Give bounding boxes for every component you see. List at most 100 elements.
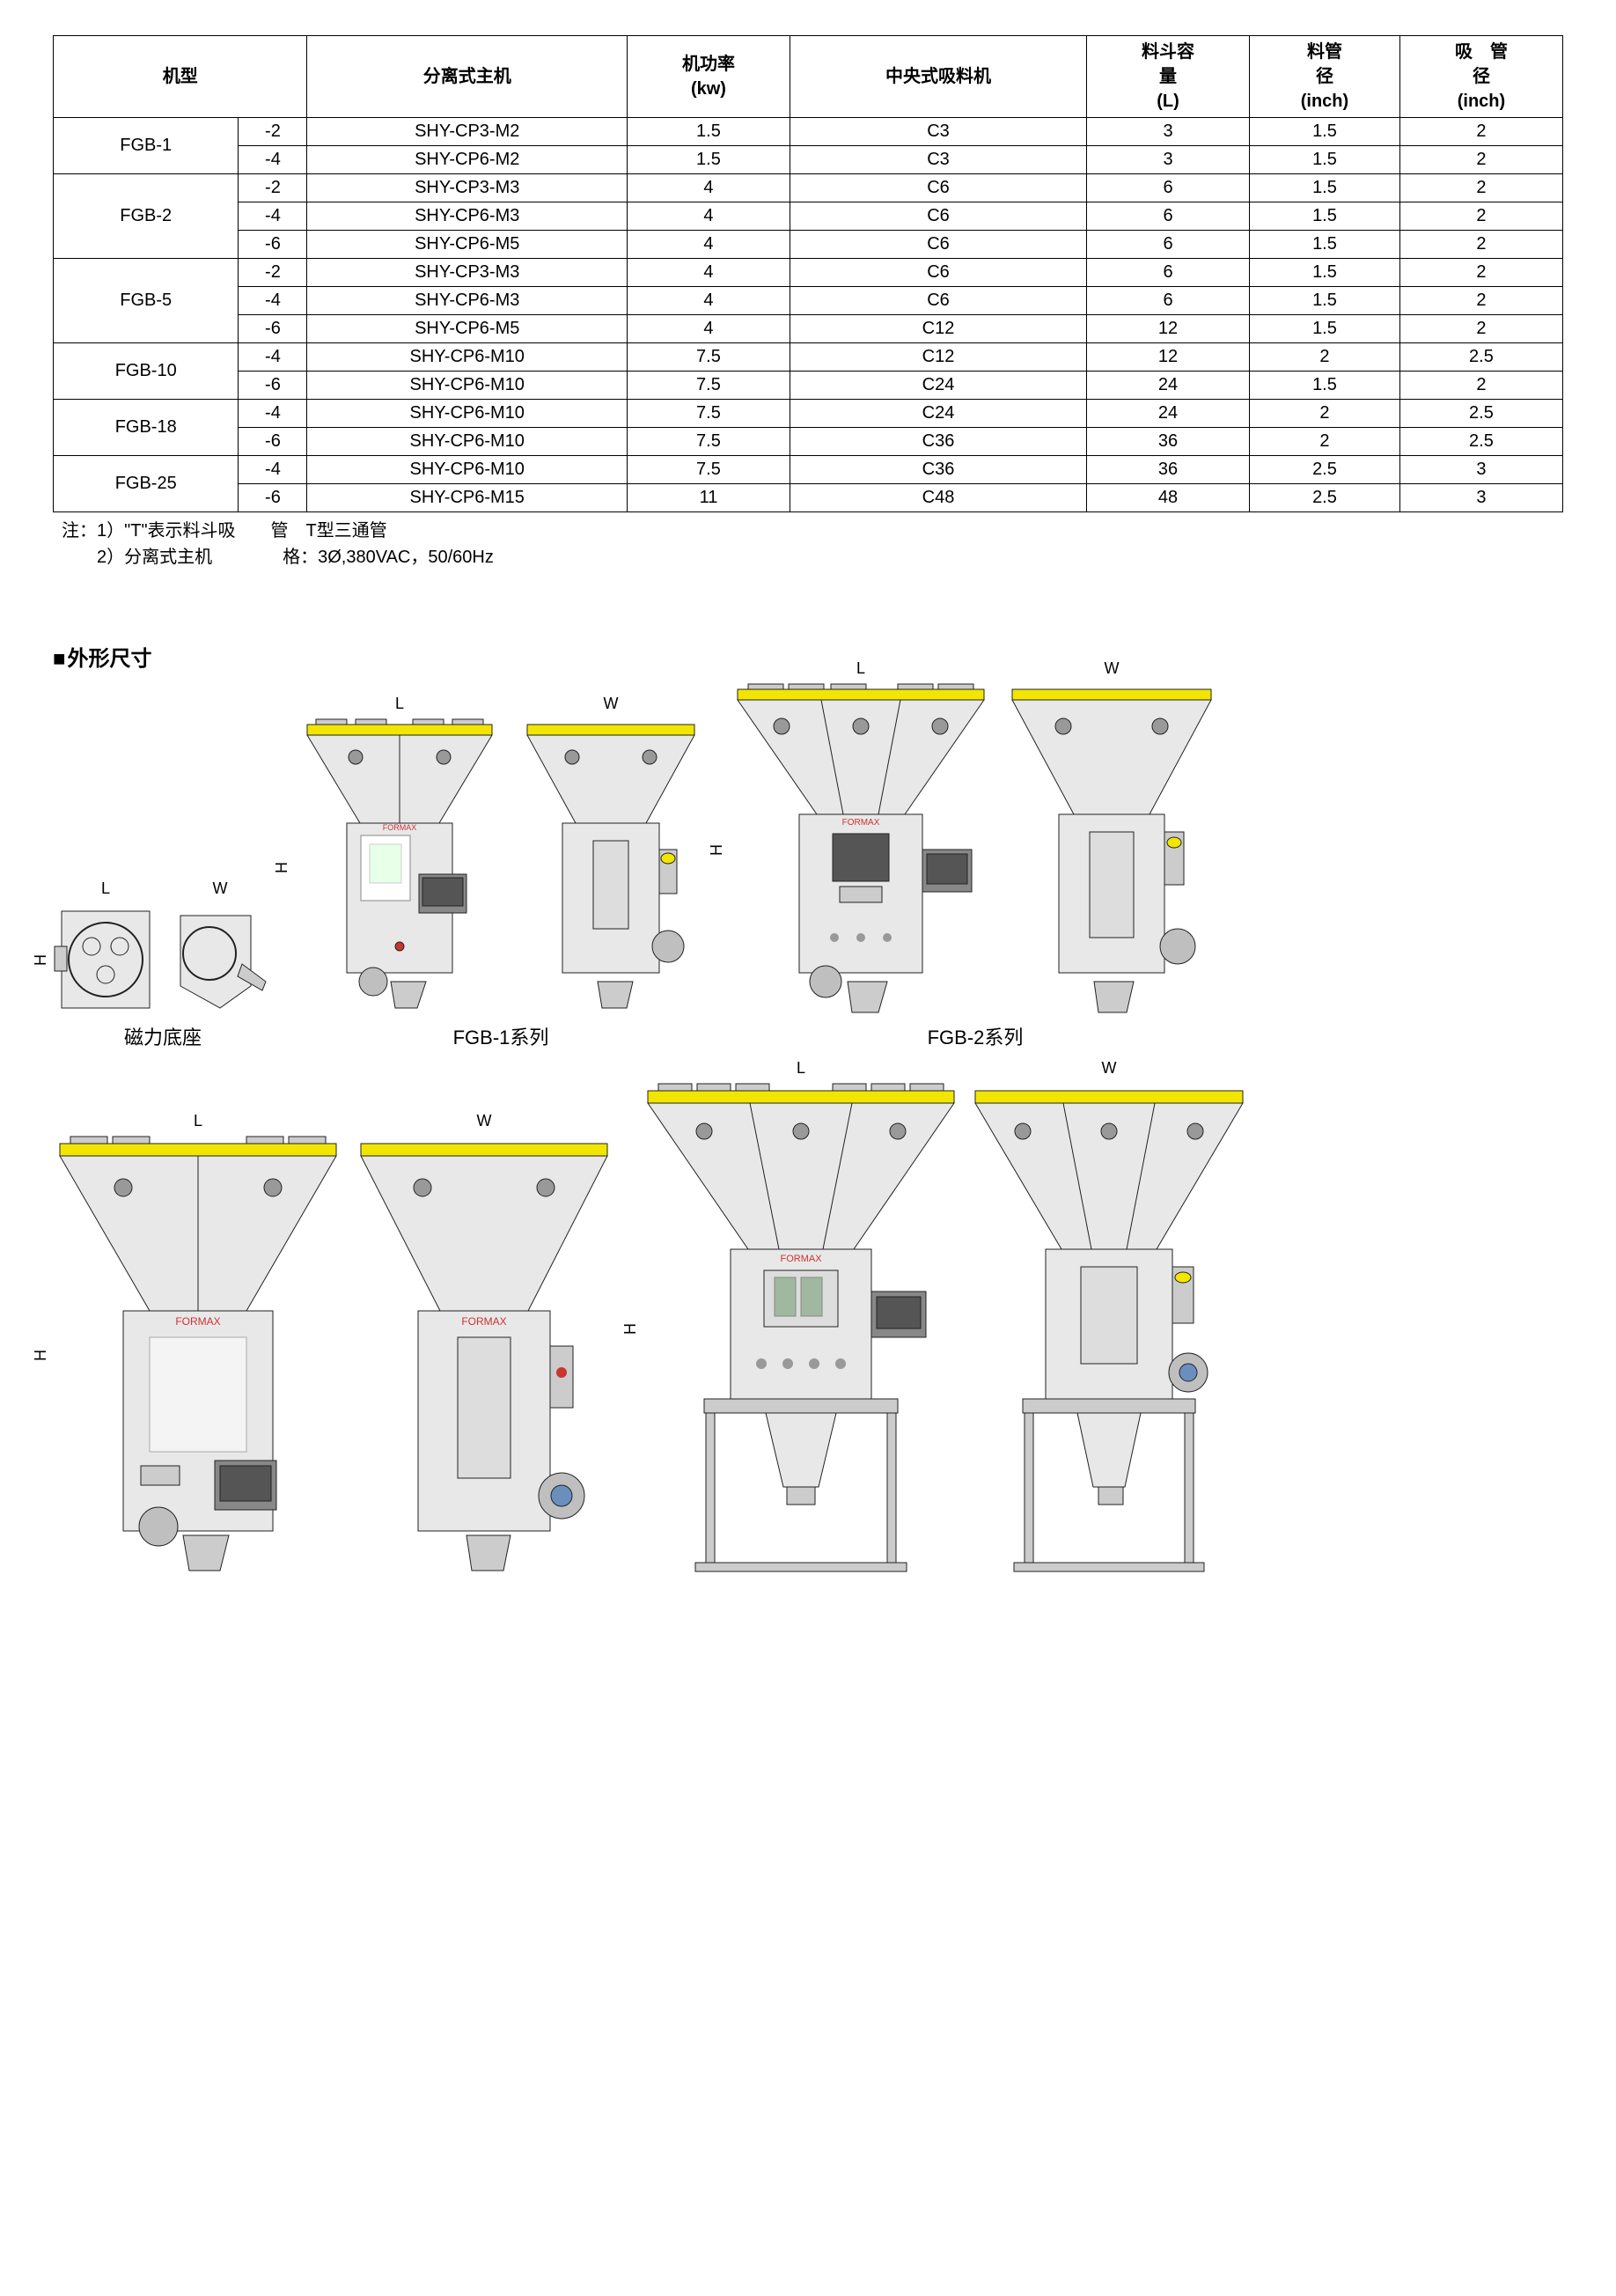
cell-cap: 6 <box>1087 231 1250 259</box>
cell-sub: -4 <box>239 146 307 174</box>
cell-sub: -2 <box>239 118 307 146</box>
cell-sub: -4 <box>239 287 307 315</box>
cell-sub: -2 <box>239 174 307 202</box>
svg-text:FORMAX: FORMAX <box>175 1315 220 1328</box>
cell-suct: 2.5 <box>1399 400 1562 428</box>
figure-large-left: L H FORMAX <box>53 1135 616 1575</box>
col-cap: 料斗容量(L) <box>1087 36 1250 118</box>
cell-kw: 4 <box>627 174 790 202</box>
cell-suct: 2 <box>1399 372 1562 400</box>
cell-host: SHY-CP6-M3 <box>307 202 627 231</box>
cell-cap: 48 <box>1087 484 1250 512</box>
cell-suct: 2 <box>1399 174 1562 202</box>
cell-suct: 2 <box>1399 118 1562 146</box>
cell-pipe: 1.5 <box>1250 202 1400 231</box>
cell-sub: -2 <box>239 259 307 287</box>
cell-loader: C6 <box>790 174 1086 202</box>
cell-cap: 36 <box>1087 456 1250 484</box>
fgb1-side-icon <box>514 718 708 1017</box>
cell-pipe: 1.5 <box>1250 118 1400 146</box>
col-model: 机型 <box>54 36 307 118</box>
col-power: 机功率(kw) <box>627 36 790 118</box>
magbase-front-icon <box>53 902 158 1017</box>
cell-loader: C24 <box>790 400 1086 428</box>
dim-H: H <box>32 1350 50 1361</box>
cell-pipe: 2 <box>1250 400 1400 428</box>
cell-sub: -4 <box>239 343 307 372</box>
table-row: -4SHY-CP6-M34C661.52 <box>54 287 1563 315</box>
cell-model: FGB-10 <box>54 343 239 400</box>
cell-suct: 2 <box>1399 259 1562 287</box>
dim-L: L <box>53 879 158 898</box>
figure-fgb2: L H FORMAX <box>729 682 1222 1050</box>
cell-host: SHY-CP3-M2 <box>307 118 627 146</box>
table-row: FGB-25-4SHY-CP6-M107.5C36362.53 <box>54 456 1563 484</box>
cell-loader: C24 <box>790 372 1086 400</box>
table-row: -6SHY-CP6-M1511C48482.53 <box>54 484 1563 512</box>
table-row: -4SHY-CP6-M34C661.52 <box>54 202 1563 231</box>
cell-cap: 6 <box>1087 174 1250 202</box>
cell-sub: -4 <box>239 400 307 428</box>
cell-cap: 6 <box>1087 287 1250 315</box>
cell-loader: C12 <box>790 315 1086 343</box>
cell-loader: C12 <box>790 343 1086 372</box>
cell-kw: 7.5 <box>627 456 790 484</box>
dim-H: H <box>708 844 726 856</box>
cell-host: SHY-CP6-M5 <box>307 315 627 343</box>
cell-host: SHY-CP6-M10 <box>307 372 627 400</box>
caption-fgb2: FGB-2系列 <box>928 1022 1024 1050</box>
cell-model: FGB-5 <box>54 259 239 343</box>
cell-pipe: 1.5 <box>1250 315 1400 343</box>
cell-loader: C3 <box>790 118 1086 146</box>
cell-suct: 2 <box>1399 146 1562 174</box>
dim-L: L <box>643 1059 959 1078</box>
cell-cap: 12 <box>1087 315 1250 343</box>
cell-model: FGB-2 <box>54 174 239 259</box>
cell-suct: 2 <box>1399 287 1562 315</box>
table-row: FGB-1-2SHY-CP3-M21.5C331.52 <box>54 118 1563 146</box>
cell-host: SHY-CP6-M10 <box>307 456 627 484</box>
table-row: -4SHY-CP6-M21.5C331.52 <box>54 146 1563 174</box>
cell-sub: -6 <box>239 484 307 512</box>
cell-cap: 36 <box>1087 428 1250 456</box>
cell-kw: 1.5 <box>627 146 790 174</box>
cell-kw: 7.5 <box>627 428 790 456</box>
dim-W: W <box>1002 659 1222 678</box>
cell-model: FGB-1 <box>54 118 239 174</box>
cell-sub: -6 <box>239 315 307 343</box>
cell-cap: 6 <box>1087 202 1250 231</box>
dim-L: L <box>53 1112 343 1130</box>
col-suct: 吸 管径(inch) <box>1399 36 1562 118</box>
cell-loader: C6 <box>790 231 1086 259</box>
cell-suct: 2 <box>1399 315 1562 343</box>
cell-pipe: 1.5 <box>1250 174 1400 202</box>
cell-host: SHY-CP6-M10 <box>307 428 627 456</box>
cell-pipe: 1.5 <box>1250 231 1400 259</box>
cell-kw: 4 <box>627 287 790 315</box>
cell-loader: C36 <box>790 456 1086 484</box>
cell-host: SHY-CP6-M10 <box>307 343 627 372</box>
cell-sub: -6 <box>239 231 307 259</box>
cell-suct: 2 <box>1399 202 1562 231</box>
cell-model: FGB-25 <box>54 456 239 512</box>
svg-text:FORMAX: FORMAX <box>780 1254 822 1264</box>
cell-host: SHY-CP3-M3 <box>307 259 627 287</box>
cell-model: FGB-18 <box>54 400 239 456</box>
cell-pipe: 2 <box>1250 428 1400 456</box>
fgb2-front-icon: FORMAX <box>729 682 993 1017</box>
col-pipe: 料管径(inch) <box>1250 36 1400 118</box>
table-row: -6SHY-CP6-M54C12121.52 <box>54 315 1563 343</box>
cell-suct: 2.5 <box>1399 428 1562 456</box>
dim-W: W <box>352 1112 616 1130</box>
cell-loader: C36 <box>790 428 1086 456</box>
cell-loader: C3 <box>790 146 1086 174</box>
figure-area: L H W <box>53 682 1563 1575</box>
cell-suct: 2.5 <box>1399 343 1562 372</box>
svg-text:FORMAX: FORMAX <box>461 1315 506 1328</box>
cell-kw: 11 <box>627 484 790 512</box>
figure-large-right: L H FORMAX <box>643 1082 1250 1575</box>
cell-loader: C6 <box>790 202 1086 231</box>
cell-cap: 3 <box>1087 118 1250 146</box>
cell-kw: 4 <box>627 202 790 231</box>
svg-text:FORMAX: FORMAX <box>383 823 417 832</box>
